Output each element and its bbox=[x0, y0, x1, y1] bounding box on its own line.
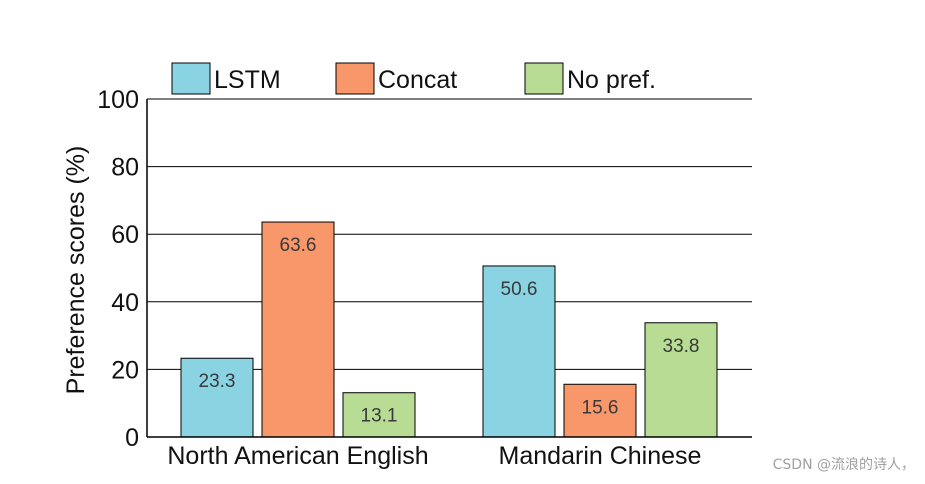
x-category-label: Mandarin Chinese bbox=[499, 442, 702, 470]
y-tick-label: 80 bbox=[111, 154, 139, 182]
legend-swatch bbox=[524, 62, 564, 95]
bar bbox=[261, 221, 335, 438]
legend-label: No pref. bbox=[567, 66, 656, 94]
legend-swatch bbox=[335, 62, 375, 95]
watermark: CSDN @流浪的诗人， bbox=[772, 457, 915, 473]
x-category-label: North American English bbox=[167, 442, 428, 470]
legend-label: LSTM bbox=[214, 66, 281, 94]
bar bbox=[180, 357, 254, 438]
y-axis-label: Preference scores (%) bbox=[62, 146, 90, 395]
bar bbox=[563, 383, 637, 438]
y-tick-label: 20 bbox=[111, 356, 139, 384]
y-tick-label: 60 bbox=[111, 221, 139, 249]
legend-swatch bbox=[171, 62, 211, 95]
y-tick-label: 0 bbox=[125, 424, 139, 452]
bar-value-label: 15.6 bbox=[582, 397, 619, 418]
x-category-labels: North American English Mandarin Chinese bbox=[167, 442, 701, 470]
axes bbox=[146, 99, 752, 438]
legend-label: Concat bbox=[378, 66, 457, 94]
bar-value-label: 63.6 bbox=[280, 235, 317, 256]
y-tick-labels: 0 20 40 60 80 100 bbox=[97, 86, 139, 452]
bars: 23.3 63.6 13.1 50.6 15.6 33.8 bbox=[180, 221, 718, 438]
bar-value-label: 50.6 bbox=[501, 279, 538, 300]
legend: LSTM Concat No pref. bbox=[171, 62, 656, 95]
bar-value-label: 33.8 bbox=[663, 336, 700, 357]
bar bbox=[482, 265, 556, 438]
bar-value-label: 13.1 bbox=[361, 406, 398, 427]
y-tick-label: 100 bbox=[97, 86, 139, 114]
bar bbox=[644, 322, 718, 438]
bar-value-label: 23.3 bbox=[199, 371, 236, 392]
y-tick-label: 40 bbox=[111, 289, 139, 317]
